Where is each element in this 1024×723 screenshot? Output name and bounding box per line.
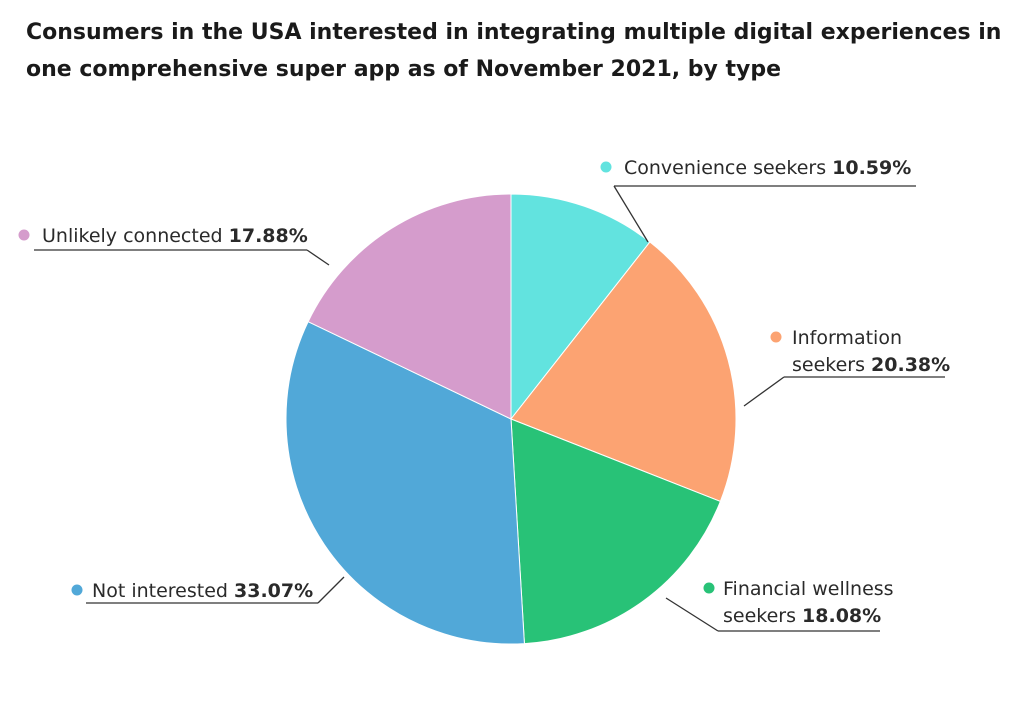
slice-label-text: Unlikely connected 17.88% (42, 225, 308, 247)
pie-slice-information-seekers (510, 241, 737, 503)
slice-label-text: Information seekers 20.38% (792, 327, 950, 376)
slice-label-information-seekers: Information seekers 20.38% (743, 327, 950, 407)
slice-label-financial-wellness-seekers: Financial wellness seekers 18.08% (665, 578, 894, 632)
slice-label-unlikely-connected: Unlikely connected 17.88% (18, 225, 330, 266)
slice-value-label: 18.08% (802, 605, 881, 627)
legend-dot-information-seekers (770, 331, 782, 343)
slice-label-line: seekers (723, 605, 802, 627)
slice-value-label: 33.07% (234, 580, 313, 602)
slice-value-label: 10.59% (832, 157, 911, 179)
slice-value-label: 17.88% (229, 225, 308, 247)
slice-label-line: Not interested (92, 580, 234, 602)
slice-label-line: Financial wellness (723, 578, 894, 600)
pie-slice-financial-wellness-seekers (510, 418, 722, 645)
slice-value-label: 20.38% (871, 354, 950, 376)
pie-slice-not-interested (285, 320, 525, 645)
chart-title: Consumers in the USA interested in integ… (26, 20, 1002, 82)
legend-dot-financial-wellness-seekers (703, 582, 715, 594)
leader-line (613, 185, 649, 243)
slice-labels: Convenience seekers 10.59% Information see… (18, 157, 950, 632)
slice-label-line: seekers (792, 354, 871, 376)
slice-label-text: Financial wellness seekers 18.08% (723, 578, 894, 627)
leader-line (743, 376, 785, 407)
slice-label-line: Unlikely connected (42, 225, 229, 247)
leader-line (306, 249, 330, 266)
legend-dot-convenience-seekers (600, 161, 612, 173)
legend-dot-unlikely-connected (18, 229, 30, 241)
slice-label-line: Convenience seekers (624, 157, 832, 179)
pie-slices (285, 193, 737, 645)
slice-label-not-interested: Not interested 33.07% (71, 576, 345, 604)
leader-line (665, 597, 719, 632)
slice-label-convenience-seekers: Convenience seekers 10.59% (600, 157, 916, 243)
slice-label-text: Not interested 33.07% (92, 580, 313, 602)
pie-slice-convenience-seekers (510, 193, 651, 421)
slice-label-line: Information (792, 327, 902, 349)
legend-dot-not-interested (71, 584, 83, 596)
slice-label-text: Convenience seekers 10.59% (624, 157, 911, 179)
pie-slice-unlikely-connected (307, 193, 512, 420)
leader-line (317, 576, 345, 604)
